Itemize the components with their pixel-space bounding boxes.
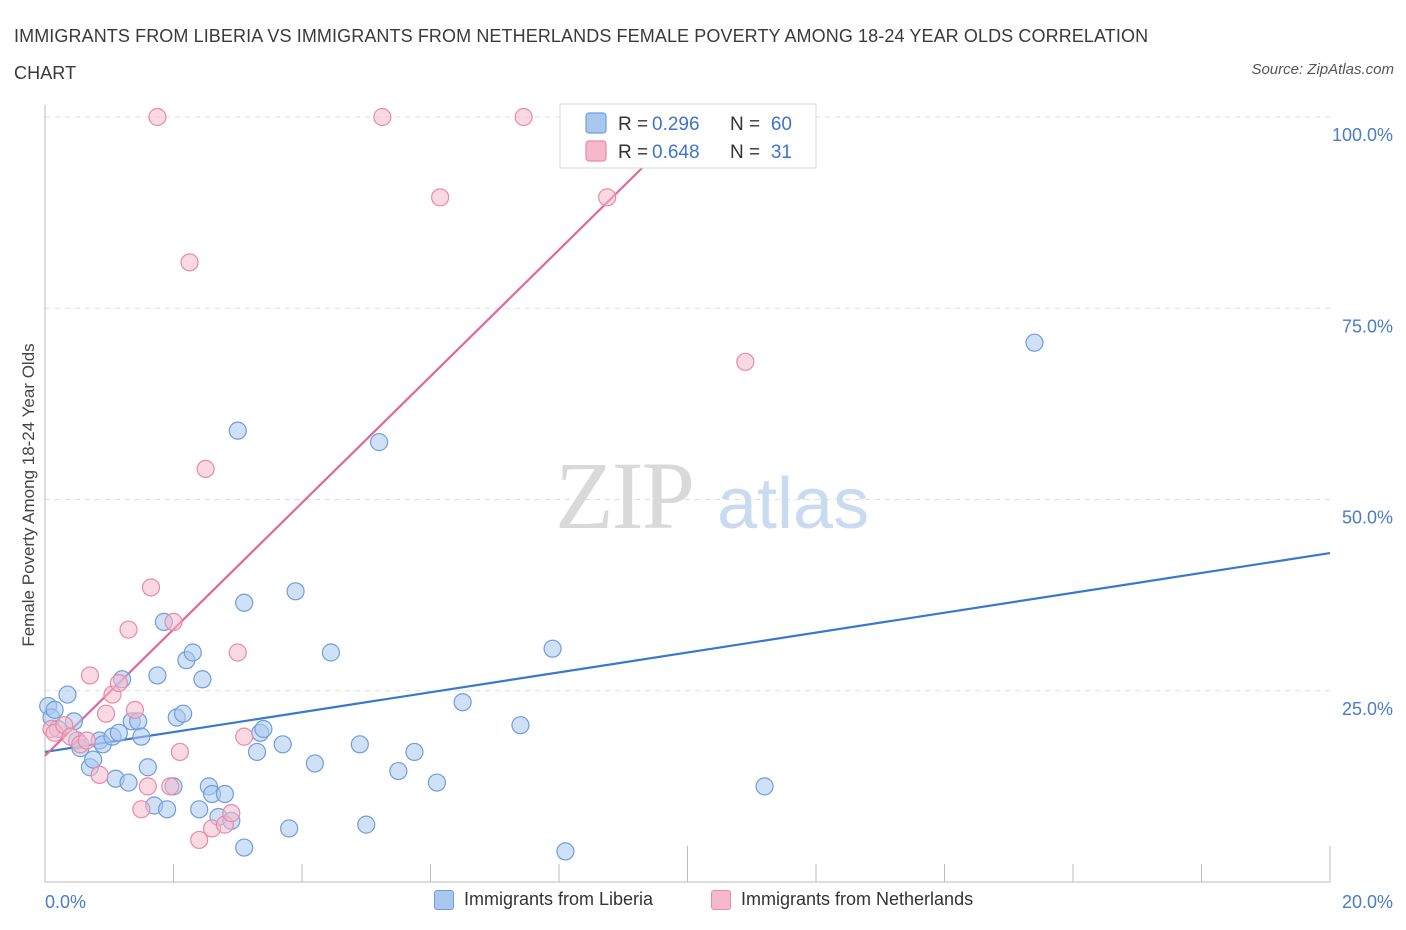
point-liberia-40 — [247, 742, 267, 762]
point-netherlands-27 — [235, 727, 254, 746]
point-liberia-27 — [174, 704, 193, 723]
point-liberia-58 — [755, 777, 774, 796]
point-liberia-43 — [273, 735, 292, 754]
trend-line-netherlands — [44, 116, 695, 757]
point-liberia-19 — [132, 727, 151, 746]
point-netherlands-13 — [132, 800, 151, 819]
point-liberia-47 — [321, 643, 341, 662]
point-liberia-53 — [427, 773, 447, 792]
tick-labels: 25.0% 50.0% 75.0% 100.0% 0.0% 20.0% — [45, 125, 1393, 912]
point-netherlands-5 — [77, 731, 96, 750]
point-liberia-45 — [286, 582, 305, 601]
point-liberia-42 — [254, 719, 273, 739]
point-liberia-2 — [45, 700, 64, 719]
x-tick-label-max: 20.0% — [1342, 892, 1393, 912]
bottom-legend: Immigrants from Liberia Immigrants from … — [0, 889, 1406, 915]
point-netherlands-21 — [190, 830, 209, 850]
point-netherlands-31 — [598, 188, 617, 207]
point-netherlands-8 — [96, 704, 116, 723]
legend-swatch-1 — [585, 140, 607, 162]
legend-item-liberia[interactable]: Immigrants from Liberia — [434, 889, 653, 910]
point-netherlands-30 — [514, 107, 533, 127]
watermark: ZIP atlas — [555, 442, 869, 549]
point-liberia-39 — [235, 838, 254, 857]
point-netherlands-32 — [736, 352, 755, 371]
point-netherlands-25 — [222, 804, 241, 823]
point-liberia-44 — [280, 819, 299, 838]
point-liberia-22 — [148, 666, 167, 685]
legend-n-label-0: N = — [730, 114, 760, 135]
point-liberia-16 — [119, 773, 138, 792]
point-netherlands-7 — [90, 765, 109, 785]
point-liberia-29 — [183, 643, 202, 662]
point-liberia-50 — [370, 433, 389, 452]
point-netherlands-12 — [125, 700, 145, 719]
y-axis-label: Female Poverty Among 18-24 Year Olds — [19, 343, 38, 646]
point-netherlands-28 — [373, 107, 392, 127]
legend-r-label-1: R = — [618, 142, 648, 163]
source-note: Source: ZipAtlas.com — [1251, 61, 1394, 78]
point-netherlands-20 — [180, 253, 199, 272]
y-tick-label-100: 100.0% — [1332, 125, 1393, 145]
point-netherlands-10 — [109, 673, 128, 693]
point-netherlands-6 — [80, 666, 100, 685]
legend-label-liberia: Immigrants from Liberia — [464, 889, 654, 909]
legend-n-value-0: 60 — [771, 114, 792, 135]
chart-title: IMMIGRANTS FROM LIBERIA VS IMMIGRANTS FR… — [14, 26, 1149, 83]
point-liberia-59 — [1025, 333, 1044, 352]
legend-item-netherlands[interactable]: Immigrants from Netherlands — [711, 889, 973, 910]
trend-lines — [44, 116, 1331, 757]
point-liberia-54 — [453, 693, 472, 712]
point-liberia-14 — [109, 723, 128, 742]
point-liberia-52 — [405, 742, 424, 762]
point-netherlands-15 — [141, 578, 161, 597]
point-liberia-24 — [157, 800, 177, 819]
point-liberia-38 — [235, 593, 254, 612]
point-netherlands-29 — [431, 188, 450, 207]
point-netherlands-16 — [148, 107, 167, 127]
point-netherlands-26 — [228, 643, 247, 662]
point-liberia-37 — [228, 421, 247, 440]
legend-box: R = 0.296 N = 60 R = 0.648 N = 31 — [559, 103, 817, 169]
point-netherlands-14 — [138, 777, 157, 796]
axes — [44, 105, 1331, 883]
y-tick-label-75: 75.0% — [1342, 316, 1393, 336]
point-liberia-46 — [305, 754, 324, 773]
y-tick-label-50: 50.0% — [1342, 508, 1393, 528]
legend-swatch-0 — [585, 112, 607, 134]
watermark-atlas: atlas — [717, 464, 869, 544]
point-liberia-56 — [543, 639, 562, 658]
point-liberia-4 — [58, 685, 77, 704]
point-netherlands-19 — [170, 742, 190, 762]
legend-swatch-netherlands — [711, 889, 731, 910]
legend-label-netherlands: Immigrants from Netherlands — [741, 889, 974, 909]
legend-r-label-0: R = — [618, 114, 648, 135]
legend-n-value-1: 31 — [771, 142, 792, 163]
point-liberia-51 — [389, 761, 408, 781]
point-liberia-48 — [350, 735, 369, 754]
trend-line-liberia — [44, 551, 1331, 754]
point-liberia-55 — [511, 716, 530, 735]
point-liberia-57 — [556, 842, 575, 861]
point-netherlands-11 — [119, 620, 138, 639]
point-liberia-35 — [215, 784, 234, 804]
point-liberia-31 — [193, 670, 212, 689]
legend-n-label-1: N = — [730, 142, 760, 163]
point-liberia-30 — [190, 800, 209, 819]
legend-r-value-0: 0.296 — [652, 114, 700, 135]
point-liberia-20 — [138, 758, 157, 777]
point-liberia-49 — [357, 815, 376, 834]
point-netherlands-18 — [164, 612, 183, 632]
legend-swatch-liberia — [434, 889, 454, 910]
legend-r-value-1: 0.648 — [652, 142, 700, 163]
x-tick-label-min: 0.0% — [45, 892, 86, 912]
data-points — [39, 107, 1044, 861]
y-tick-label-25: 25.0% — [1342, 699, 1393, 719]
point-netherlands-17 — [161, 777, 180, 796]
point-netherlands-22 — [196, 459, 215, 478]
point-liberia-9 — [84, 750, 103, 769]
watermark-zip: ZIP — [555, 442, 693, 549]
